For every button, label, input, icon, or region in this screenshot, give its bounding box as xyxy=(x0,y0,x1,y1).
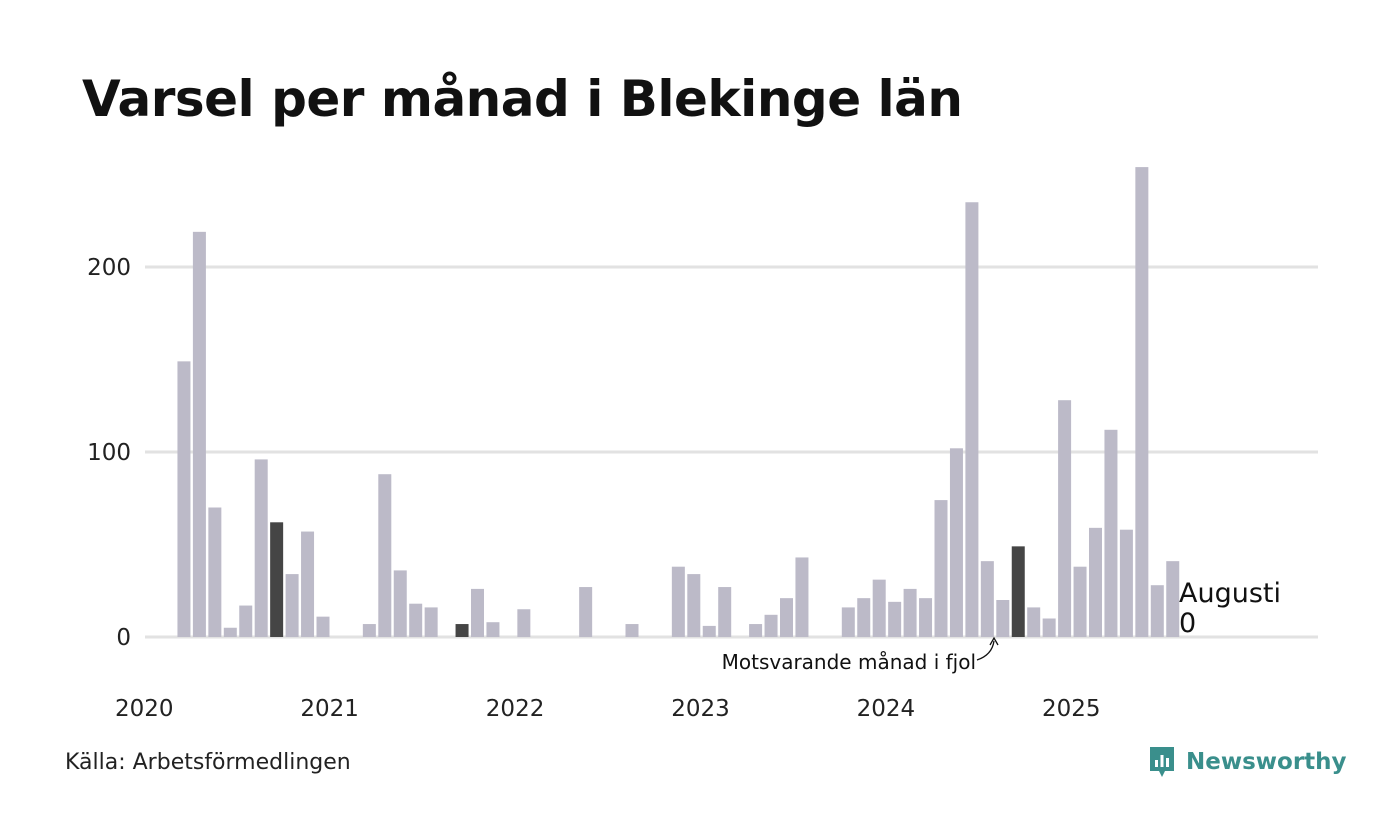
bars xyxy=(177,167,1180,637)
x-tick-label-2020: 2020 xyxy=(115,696,174,722)
bar-2023-11 xyxy=(872,579,886,637)
y-tick-label-100: 100 xyxy=(87,440,131,466)
bar-2021-04 xyxy=(393,570,407,637)
bar-2024-11 xyxy=(1058,400,1072,637)
bar-2022-11 xyxy=(687,574,701,637)
bar-2024-08 xyxy=(1011,546,1025,637)
bar-2024-05 xyxy=(965,202,979,637)
bar-2021-10 xyxy=(486,622,500,637)
bar-2023-05 xyxy=(780,598,793,637)
bar-2024-10 xyxy=(1042,618,1056,637)
bar-2024-06 xyxy=(980,561,994,637)
y-axis-ticks: 0 100 200 xyxy=(87,255,131,651)
bar-2020-10 xyxy=(301,531,315,637)
bar-2025-01 xyxy=(1089,527,1102,637)
bar-2023-06 xyxy=(795,557,809,637)
bar-2024-03 xyxy=(934,500,948,637)
bar-2025-06 xyxy=(1166,561,1180,637)
bar-2021-03 xyxy=(378,474,392,637)
bar-2021-05 xyxy=(409,603,423,637)
bar-2020-06 xyxy=(239,605,253,637)
bar-2021-02 xyxy=(362,624,376,637)
bar-2025-05 xyxy=(1150,585,1164,637)
brand-logo: Newsworthy xyxy=(1148,745,1347,779)
bar-2023-10 xyxy=(857,598,871,637)
bar-2020-04 xyxy=(208,507,222,637)
annotation-arrow xyxy=(976,640,995,661)
bar-2020-11 xyxy=(316,616,330,637)
x-tick-label-2023: 2023 xyxy=(671,696,730,722)
bar-2020-07 xyxy=(254,459,268,637)
x-tick-label-2024: 2024 xyxy=(857,696,916,722)
bar-2023-04 xyxy=(764,614,778,637)
x-axis-ticks: 2020 2021 2022 2023 2024 2025 xyxy=(115,696,1101,722)
bar-2025-03 xyxy=(1119,529,1133,637)
bar-2020-05 xyxy=(223,627,237,637)
bar-2025-02 xyxy=(1104,429,1118,637)
bar-2021-12 xyxy=(517,609,531,637)
bar-2020-03 xyxy=(192,231,206,637)
bar-2024-04 xyxy=(949,448,963,637)
bar-2021-09 xyxy=(471,588,484,637)
bar-2025-04 xyxy=(1135,167,1149,637)
bar-2020-09 xyxy=(285,574,299,637)
bar-2024-09 xyxy=(1027,607,1041,637)
bar-2022-12 xyxy=(702,625,716,637)
bar-2024-01 xyxy=(903,588,917,637)
x-tick-label-2021: 2021 xyxy=(300,696,359,722)
x-tick-label-2022: 2022 xyxy=(486,696,545,722)
bar-2021-08 xyxy=(455,624,469,637)
bar-2021-06 xyxy=(424,607,438,637)
bar-2023-12 xyxy=(888,601,902,637)
bar-2023-01 xyxy=(718,587,732,637)
annotation-label: Motsvarande månad i fjol xyxy=(722,650,976,674)
bar-2020-08 xyxy=(270,522,284,637)
bar-chart-logo-icon xyxy=(1150,747,1174,777)
latest-value-label: 0 xyxy=(1179,608,1196,639)
brand-name: Newsworthy xyxy=(1186,749,1347,775)
bar-2022-04 xyxy=(579,587,593,637)
bar-2022-07 xyxy=(625,624,639,637)
source-note: Källa: Arbetsförmedlingen xyxy=(65,750,351,775)
bar-2023-03 xyxy=(749,624,763,637)
bar-2024-12 xyxy=(1073,566,1087,637)
bar-2024-07 xyxy=(996,600,1010,637)
chart-title: Varsel per månad i Blekinge län xyxy=(82,70,963,128)
annotation-arrowhead xyxy=(989,636,999,646)
y-tick-label-200: 200 xyxy=(87,255,131,281)
bar-2024-02 xyxy=(919,598,933,637)
bar-2020-02 xyxy=(177,361,191,637)
y-tick-label-0: 0 xyxy=(116,625,131,651)
bar-2022-10 xyxy=(671,566,685,637)
latest-month-label: Augusti xyxy=(1179,578,1281,609)
bar-2023-09 xyxy=(841,607,855,637)
x-tick-label-2025: 2025 xyxy=(1042,696,1101,722)
